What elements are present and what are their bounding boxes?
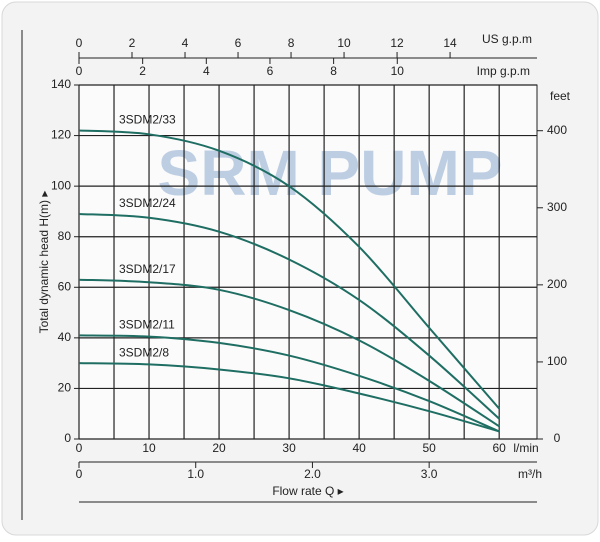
top-tick-label: 2 (139, 64, 146, 78)
top-axis-label: US g.p.m (482, 32, 532, 46)
bottom-tick-label: 1.0 (187, 467, 204, 481)
top-tick-label: 10 (337, 36, 351, 50)
top-tick-label: 10 (391, 64, 405, 78)
curve (78, 362, 500, 433)
y2-tick-label: 400 (547, 123, 567, 137)
y2-tick-label: 0 (554, 431, 561, 445)
y-axis-label: Total dynamic head H(m) ▸ (37, 191, 51, 334)
x-tick-label: 60 (493, 441, 507, 455)
y-tick-label: 60 (58, 279, 72, 293)
x-tick-label: 20 (212, 441, 226, 455)
top-tick-label: 2 (129, 36, 136, 50)
curve (78, 129, 500, 410)
x-unit: l/min (513, 441, 538, 455)
y2-tick-label: 100 (547, 354, 567, 368)
bottom-axis-label: m³/h (518, 467, 542, 481)
y2-tick-label: 300 (547, 200, 567, 214)
top-tick-label: 6 (267, 64, 274, 78)
bottom-tick-label: 2.0 (304, 467, 321, 481)
y2-axis-label: feet (550, 89, 571, 103)
top-tick-label: 0 (76, 64, 83, 78)
bottom-tick-label: 0 (76, 467, 83, 481)
plot-area (78, 84, 538, 440)
y2-tick-label: 200 (547, 277, 567, 291)
y-tick-label: 140 (51, 77, 71, 91)
y-tick-label: 40 (58, 330, 72, 344)
y-tick-label: 100 (51, 178, 71, 192)
x-tick-label: 30 (282, 441, 296, 455)
top-axis-label: Imp g.p.m (477, 64, 530, 78)
y-tick-label: 0 (64, 431, 71, 445)
series-label: 3SDM2/33 (119, 113, 176, 127)
top-tick-label: 6 (235, 36, 242, 50)
x-axis-label: Flow rate Q ▸ (272, 484, 343, 498)
bottom-tick-label: 3.0 (421, 467, 438, 481)
top-tick-label: 0 (76, 36, 83, 50)
top-tick-label: 8 (330, 64, 337, 78)
series-label: 3SDM2/17 (119, 262, 176, 276)
series-label: 3SDM2/24 (119, 196, 176, 210)
curve (78, 212, 500, 420)
curve (78, 334, 500, 433)
series-label: 3SDM2/8 (119, 345, 169, 359)
curve (78, 278, 500, 428)
top-tick-label: 4 (203, 64, 210, 78)
top-tick-label: 4 (182, 36, 189, 50)
y-tick-label: 120 (51, 128, 71, 142)
top-tick-label: 8 (288, 36, 295, 50)
top-tick-label: 12 (390, 36, 404, 50)
top-tick-label: 14 (443, 36, 457, 50)
y-tick-label: 80 (58, 229, 72, 243)
x-tick-label: 40 (352, 441, 366, 455)
y-tick-label: 20 (58, 381, 72, 395)
x-tick-label: 0 (76, 441, 83, 455)
x-tick-label: 50 (422, 441, 436, 455)
x-tick-label: 10 (142, 441, 156, 455)
series-label: 3SDM2/11 (119, 318, 175, 332)
